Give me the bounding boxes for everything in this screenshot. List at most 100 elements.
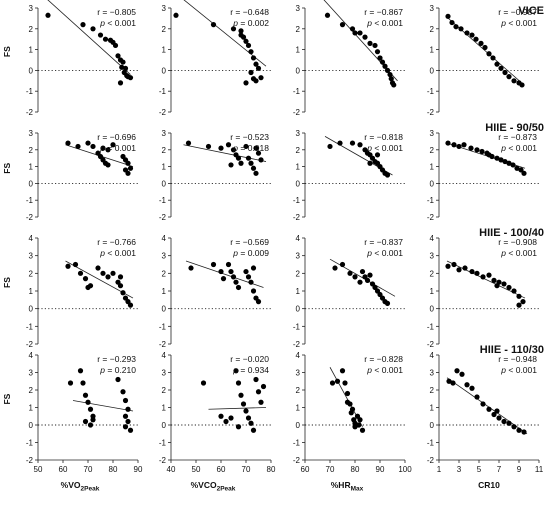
- data-point: [115, 376, 121, 383]
- y-tick-label: 1: [430, 404, 435, 413]
- y-tick-label: 4: [29, 351, 34, 360]
- y-tick-label: -2: [26, 456, 34, 465]
- data-point: [474, 147, 480, 153]
- data-point: [243, 268, 249, 275]
- data-point: [188, 265, 194, 271]
- data-point: [367, 272, 373, 278]
- p-value-label: p < 0.001: [366, 248, 403, 258]
- data-point: [518, 167, 524, 173]
- y-tick-label: 3: [430, 369, 435, 378]
- data-point: [80, 380, 86, 386]
- y-tick-label: -1: [427, 439, 435, 448]
- p-value: < 0.001: [506, 18, 537, 28]
- data-point: [374, 152, 381, 158]
- data-point: [245, 155, 252, 161]
- y-tick-label: 4: [296, 234, 301, 243]
- data-point: [248, 279, 254, 285]
- data-point: [248, 69, 254, 76]
- data-point: [110, 142, 116, 148]
- x-tick-label: 70: [242, 465, 251, 474]
- data-point: [117, 274, 124, 280]
- data-point: [324, 12, 331, 18]
- y-axis-title: FS: [2, 46, 12, 57]
- x-tick-label: 60: [301, 465, 310, 474]
- y-tick-label: -1: [293, 196, 301, 205]
- data-point: [486, 406, 492, 412]
- data-point: [258, 157, 264, 163]
- data-point: [245, 42, 252, 49]
- data-point: [82, 276, 89, 282]
- p-value: < 0.001: [506, 365, 537, 375]
- data-point: [469, 32, 475, 38]
- r-value-label: r = −0.828: [364, 354, 403, 364]
- condition-label: HIIE - 100/40: [479, 227, 544, 239]
- data-point: [255, 299, 262, 305]
- y-tick-label: -2: [427, 340, 435, 349]
- data-point: [258, 399, 264, 405]
- data-point: [329, 380, 336, 386]
- p-value: = 0.002: [238, 18, 269, 28]
- y-tick-label: 3: [29, 4, 34, 13]
- r-value-label: r = −0.020: [230, 354, 269, 364]
- data-point: [352, 424, 358, 430]
- y-axis-title: FS: [2, 393, 12, 404]
- data-point: [506, 160, 512, 166]
- data-point: [120, 59, 126, 65]
- data-point: [240, 401, 247, 407]
- data-point: [77, 270, 84, 276]
- data-point: [67, 380, 74, 386]
- p-value-label: p < 0.001: [500, 18, 537, 28]
- data-point: [445, 140, 451, 146]
- r-value-label: r = −0.648: [230, 7, 269, 17]
- p-symbol: p: [500, 365, 506, 375]
- data-point: [456, 267, 462, 273]
- data-point: [100, 145, 106, 151]
- data-point: [473, 36, 479, 42]
- data-point: [474, 394, 480, 400]
- data-point: [451, 142, 457, 148]
- data-point: [120, 389, 126, 395]
- data-point: [344, 399, 351, 405]
- data-point: [357, 279, 363, 285]
- data-point: [250, 165, 257, 171]
- data-point: [462, 265, 468, 271]
- y-tick-label: 0: [296, 421, 301, 430]
- data-point: [445, 263, 451, 269]
- y-axis-title: FS: [2, 163, 12, 174]
- y-tick-label: -2: [427, 456, 435, 465]
- y-tick-label: -2: [26, 108, 34, 117]
- y-tick-label: 0: [296, 179, 301, 188]
- y-tick-label: -1: [427, 87, 435, 96]
- x-axis-title-main: %VCO: [191, 480, 217, 490]
- data-point: [125, 418, 131, 425]
- y-tick-label: 2: [296, 25, 301, 34]
- data-point: [120, 290, 126, 296]
- y-tick-label: 1: [29, 287, 34, 296]
- y-tick-label: -2: [26, 213, 34, 222]
- data-point: [260, 383, 267, 390]
- y-tick-label: 0: [162, 305, 167, 314]
- data-point: [218, 145, 224, 151]
- data-point: [235, 155, 242, 161]
- data-point: [469, 385, 475, 391]
- data-point: [235, 380, 242, 386]
- x-tick-label: 80: [109, 465, 118, 474]
- data-point: [248, 160, 254, 166]
- y-tick-label: 0: [296, 305, 301, 314]
- r-value-label: r = −0.766: [97, 237, 136, 247]
- x-axis-title-subscript: 2Peak: [81, 486, 100, 493]
- data-point: [332, 265, 338, 271]
- data-point: [85, 140, 91, 146]
- data-point: [127, 165, 134, 171]
- y-tick-label: 3: [430, 252, 435, 261]
- x-tick-label: 5: [477, 465, 482, 474]
- x-axis-title: %VCO2Peak: [191, 480, 236, 493]
- p-value: < 0.001: [372, 365, 403, 375]
- y-tick-label: 0: [430, 66, 435, 75]
- y-tick-label: 3: [29, 252, 34, 261]
- data-point: [248, 420, 254, 426]
- y-tick-label: -2: [26, 340, 34, 349]
